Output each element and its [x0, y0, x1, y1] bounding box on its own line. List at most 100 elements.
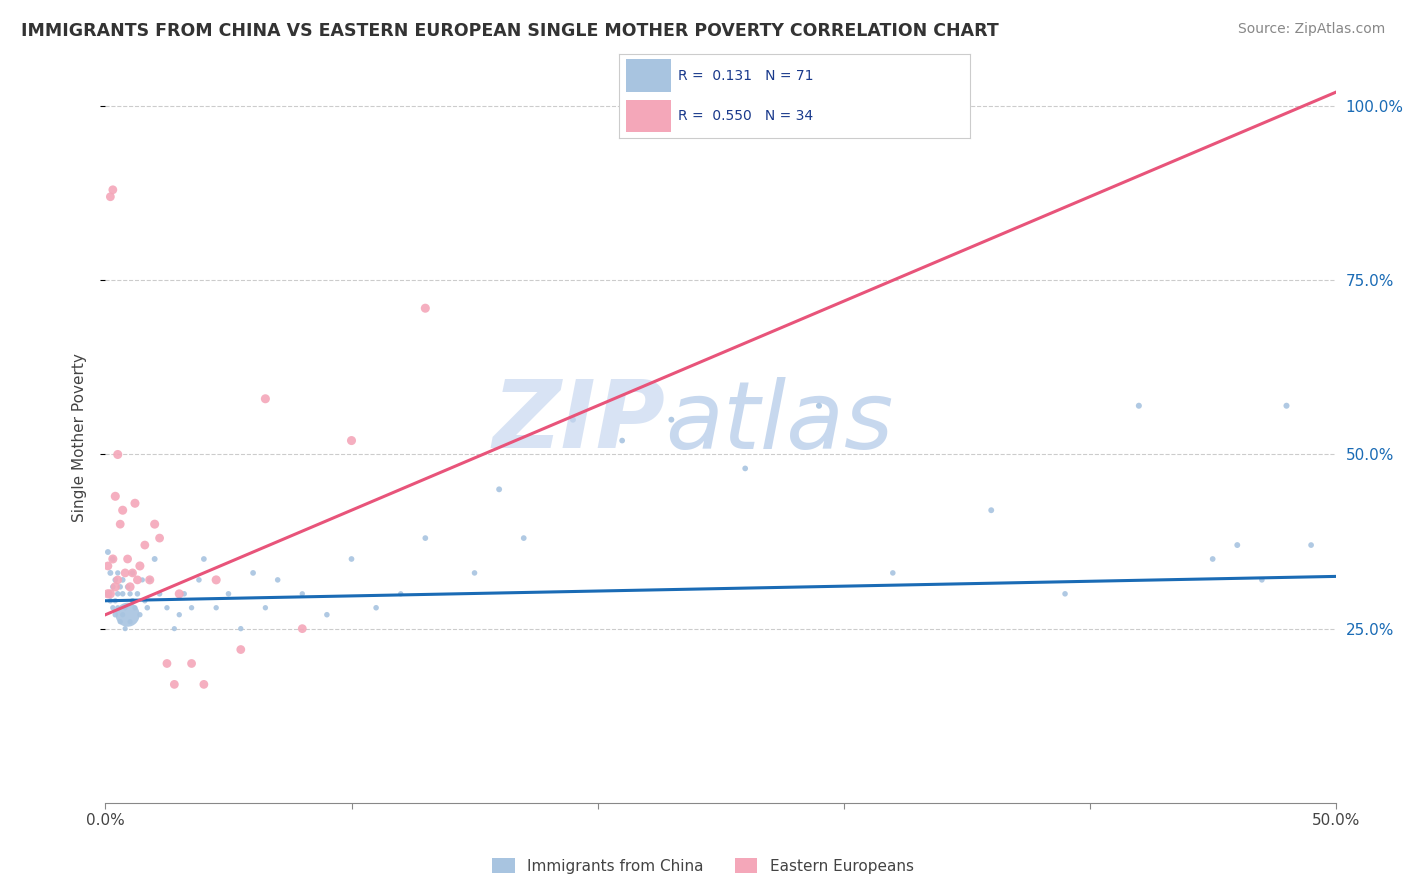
Y-axis label: Single Mother Poverty: Single Mother Poverty — [72, 352, 87, 522]
Point — [254, 600, 277, 615]
Point — [291, 622, 314, 636]
Point — [513, 531, 536, 545]
Point — [389, 587, 412, 601]
Point — [156, 600, 179, 615]
Bar — [626, 60, 671, 92]
Point — [1054, 587, 1077, 601]
Point — [415, 301, 437, 316]
Point — [464, 566, 486, 580]
Point — [107, 448, 129, 462]
Point — [315, 607, 337, 622]
Point — [107, 587, 129, 601]
Point — [1128, 399, 1150, 413]
Point — [97, 587, 120, 601]
Point — [111, 587, 134, 601]
Point — [101, 183, 124, 197]
Point — [193, 552, 215, 566]
Point — [163, 677, 186, 691]
Point — [111, 503, 134, 517]
Point — [205, 600, 228, 615]
Point — [120, 615, 141, 629]
Point — [107, 600, 129, 615]
Point — [110, 615, 132, 629]
Point — [340, 552, 363, 566]
Point — [267, 573, 290, 587]
Point — [97, 587, 120, 601]
Point — [114, 566, 136, 580]
Point — [291, 587, 314, 601]
Point — [1275, 399, 1298, 413]
Point — [114, 600, 136, 615]
Point — [415, 531, 437, 545]
Point — [127, 587, 149, 601]
Point — [124, 600, 146, 615]
Point — [129, 558, 152, 573]
Point — [107, 566, 129, 580]
Point — [131, 573, 153, 587]
Point — [180, 657, 202, 671]
Point — [104, 594, 127, 608]
Point — [1226, 538, 1249, 552]
Point — [340, 434, 363, 448]
Point — [138, 573, 162, 587]
Point — [156, 657, 179, 671]
Point — [101, 600, 124, 615]
Point — [101, 580, 124, 594]
Point — [229, 642, 252, 657]
Point — [882, 566, 904, 580]
Bar — [626, 100, 671, 132]
Point — [97, 545, 120, 559]
Point — [254, 392, 277, 406]
Point — [169, 607, 191, 622]
Point — [218, 587, 240, 601]
Text: R =  0.550   N = 34: R = 0.550 N = 34 — [678, 109, 814, 123]
Point — [114, 622, 136, 636]
Point — [110, 517, 132, 532]
Point — [111, 573, 134, 587]
Point — [1301, 538, 1323, 552]
Point — [117, 552, 139, 566]
Point — [124, 496, 146, 510]
Legend: Immigrants from China, Eastern Europeans: Immigrants from China, Eastern Europeans — [486, 852, 920, 880]
Point — [180, 600, 202, 615]
Point — [129, 607, 152, 622]
Point — [98, 190, 122, 204]
Point — [127, 573, 149, 587]
Point — [188, 573, 211, 587]
Point — [117, 580, 139, 594]
Point — [138, 573, 162, 587]
Text: Source: ZipAtlas.com: Source: ZipAtlas.com — [1237, 22, 1385, 37]
Point — [488, 483, 510, 497]
Point — [98, 566, 122, 580]
Point — [661, 412, 683, 426]
Point — [104, 580, 127, 594]
Point — [120, 587, 141, 601]
Point — [98, 594, 122, 608]
Point — [101, 552, 124, 566]
Point — [104, 489, 127, 503]
Point — [117, 607, 139, 622]
Point — [807, 399, 830, 413]
Point — [134, 538, 156, 552]
Point — [173, 587, 195, 601]
Point — [104, 573, 127, 587]
Point — [121, 566, 143, 580]
Point — [121, 594, 143, 608]
Text: atlas: atlas — [665, 377, 893, 468]
Point — [136, 600, 159, 615]
Point — [163, 622, 186, 636]
Point — [98, 587, 122, 601]
Text: IMMIGRANTS FROM CHINA VS EASTERN EUROPEAN SINGLE MOTHER POVERTY CORRELATION CHAR: IMMIGRANTS FROM CHINA VS EASTERN EUROPEA… — [21, 22, 998, 40]
Point — [205, 573, 228, 587]
Point — [1251, 573, 1274, 587]
Point — [366, 600, 388, 615]
Point — [120, 580, 141, 594]
Point — [110, 580, 132, 594]
Point — [242, 566, 264, 580]
Point — [149, 587, 172, 601]
Point — [97, 558, 120, 573]
Text: ZIP: ZIP — [492, 376, 665, 468]
Point — [562, 412, 585, 426]
Point — [143, 552, 166, 566]
Point — [169, 587, 191, 601]
